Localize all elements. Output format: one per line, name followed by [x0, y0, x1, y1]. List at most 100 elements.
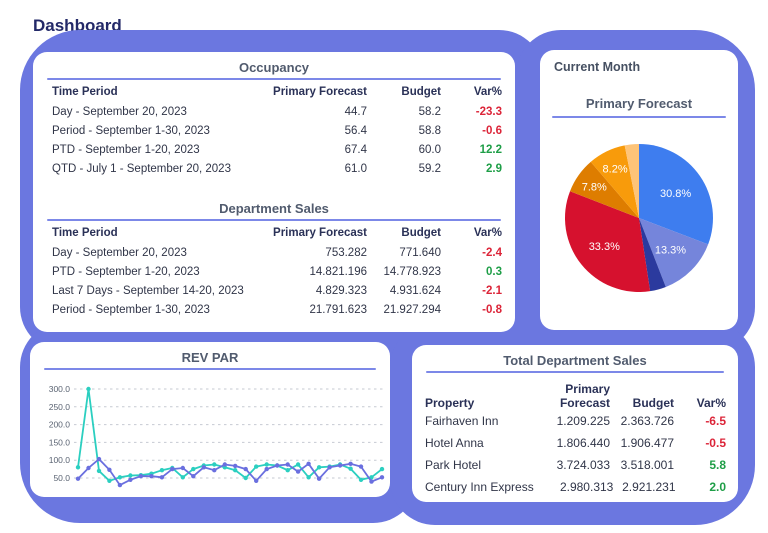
- cell-var: -2.1: [482, 284, 502, 297]
- data-point-teal: [159, 468, 165, 473]
- data-point-indigo: [117, 482, 123, 488]
- data-point-teal: [75, 465, 81, 470]
- pie-slice: [639, 218, 666, 292]
- primary-forecast-pie-chart: 30.8% 13.3% 33.3% 7.8% 8.2%: [565, 144, 713, 292]
- cell-primary-forecast: 21.791.623: [309, 303, 367, 316]
- data-point-indigo: [254, 478, 259, 483]
- data-point-teal: [191, 466, 196, 472]
- cell-time-period: Day - September 20, 2023: [52, 105, 187, 118]
- table-row: QTD - July 1 - September 20, 2023 61.0 59.…: [33, 159, 515, 178]
- data-point-teal: [96, 468, 102, 474]
- data-point-indigo: [285, 462, 290, 467]
- cell-primary-forecast: 61.0: [344, 162, 367, 175]
- rev-par-card: REV PAR 50.0 100.0 150.0 200.0 250.0 300.0: [30, 342, 390, 497]
- dept-sales-header-row: Time Period Primary Forecast Budget Var%: [33, 223, 515, 243]
- cell-var: -0.6: [482, 124, 502, 137]
- data-point-teal: [233, 468, 238, 473]
- col-primary-forecast: Primary Forecast: [273, 86, 367, 98]
- occupancy-rows: Day - September 20, 2023 44.7 58.2 -23.3 Per…: [33, 102, 515, 178]
- dept-sales-title: Department Sales: [219, 201, 329, 216]
- data-point-indigo: [149, 474, 154, 479]
- data-point-teal: [348, 466, 353, 471]
- cell-budget: 3.518.001: [620, 458, 674, 472]
- data-point-teal: [285, 468, 290, 473]
- col-budget: Budget: [401, 86, 441, 98]
- cell-property: Park Hotel: [425, 458, 482, 472]
- data-point-teal: [117, 475, 123, 480]
- data-point-teal: [264, 462, 269, 467]
- pie-slice: [639, 144, 713, 245]
- occupancy-title-underline: [47, 78, 501, 80]
- cell-property: Fairhaven Inn: [425, 414, 499, 428]
- cell-time-period: Last 7 Days - September 14-20, 2023: [52, 284, 244, 297]
- data-point-indigo: [191, 474, 196, 479]
- current-month-title: Current Month: [554, 60, 641, 74]
- total-dept-sales-rows: Fairhaven Inn 1.209.225 2.363.726 -6.5 Hotel…: [412, 410, 738, 498]
- dept-sales-title-underline: [47, 219, 501, 221]
- data-point-teal: [212, 462, 217, 467]
- pie-slice: [570, 161, 639, 218]
- col-property: Property: [425, 396, 475, 410]
- data-point-indigo: [180, 465, 185, 471]
- data-point-indigo: [275, 463, 280, 468]
- data-point-indigo: [316, 476, 322, 481]
- total-dept-sales-card: Total Department Sales Property Primary …: [412, 345, 738, 502]
- table-row: Fairhaven Inn 1.209.225 2.363.726 -6.5: [412, 410, 738, 432]
- data-point-teal: [295, 462, 301, 467]
- col-time-period: Time Period: [52, 86, 118, 98]
- cell-time-period: Day - September 20, 2023: [52, 246, 187, 259]
- table-row: Day - September 20, 2023 44.7 58.2 -23.3: [33, 102, 515, 121]
- cell-var: -0.5: [705, 436, 726, 450]
- col-var: Var%: [473, 227, 502, 239]
- table-row: PTD - September 1-20, 2023 14.821.196 14.7…: [33, 262, 515, 281]
- y-axis-tick-label: 100.0: [49, 455, 71, 465]
- cell-var: 2.0: [709, 480, 726, 494]
- data-point-indigo: [159, 475, 165, 480]
- col-primary-forecast: Primary Forecast: [273, 227, 367, 239]
- data-point-indigo: [295, 469, 301, 474]
- table-row: Park Hotel 3.724.033 3.518.001 5.8: [412, 454, 738, 476]
- total-dept-sales-header-row: Property Primary Forecast Budget Var%: [412, 382, 738, 410]
- data-point-teal: [243, 475, 248, 481]
- cell-time-period: Period - September 1-30, 2023: [52, 124, 210, 137]
- data-point-indigo: [379, 475, 385, 480]
- y-axis-tick-label: 300.0: [49, 384, 71, 394]
- data-point-teal: [316, 465, 322, 470]
- col-budget: Budget: [401, 227, 441, 239]
- y-axis-tick-label: 150.0: [49, 437, 71, 447]
- data-point-teal: [369, 475, 374, 480]
- table-row: Day - September 20, 2023 753.282 771.640 -2…: [33, 243, 515, 262]
- cell-primary-forecast: 14.821.196: [309, 265, 367, 278]
- total-dept-sales-underline: [426, 371, 724, 373]
- pie-slice-label: 8.2%: [603, 164, 628, 176]
- data-point-teal: [379, 466, 385, 472]
- rev-par-title: REV PAR: [181, 350, 239, 365]
- cell-var: 0.3: [486, 265, 502, 278]
- cell-primary-forecast: 3.724.033: [556, 458, 610, 472]
- cell-budget: 21.927.294: [383, 303, 441, 316]
- data-point-indigo: [212, 468, 217, 473]
- cell-property: Hotel Anna: [425, 436, 484, 450]
- pie-title-underline: [552, 116, 726, 118]
- data-point-indigo: [75, 476, 81, 481]
- rev-par-title-underline: [44, 368, 376, 370]
- col-var: Var%: [696, 396, 726, 410]
- cell-primary-forecast: 753.282: [325, 246, 367, 259]
- pie-slice: [590, 145, 639, 218]
- data-point-teal: [358, 477, 364, 482]
- rev-par-line-chart: 50.0 100.0 150.0 200.0 250.0 300.0: [49, 384, 385, 488]
- cell-primary-forecast: 1.806.440: [556, 436, 610, 450]
- cell-var: 5.8: [709, 458, 726, 472]
- data-point-indigo: [264, 466, 269, 472]
- col-var: Var%: [473, 86, 502, 98]
- pie-slice: [624, 144, 639, 218]
- cell-var: -23.3: [475, 105, 502, 118]
- col-time-period: Time Period: [52, 227, 118, 239]
- col-primary-forecast: Primary Forecast: [559, 382, 610, 410]
- cell-primary-forecast: 56.4: [344, 124, 367, 137]
- cell-time-period: Period - September 1-30, 2023: [52, 303, 210, 316]
- y-axis-tick-label: 50.0: [53, 473, 70, 483]
- data-point-indigo: [369, 479, 374, 484]
- data-point-indigo: [96, 456, 102, 462]
- data-point-indigo: [348, 461, 353, 466]
